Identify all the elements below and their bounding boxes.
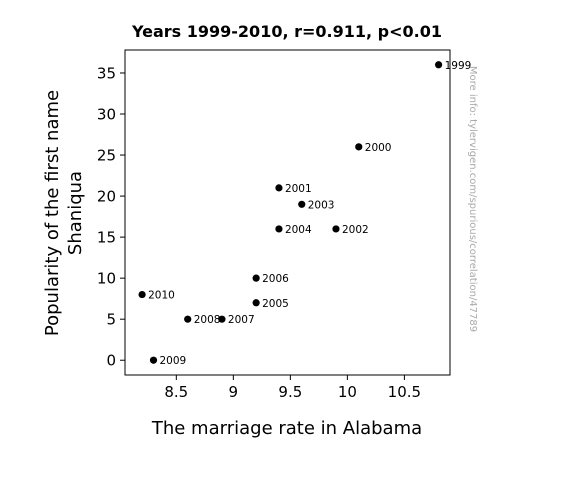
chart-title: Years 1999-2010, r=0.911, p<0.01	[131, 22, 442, 41]
data-point-label: 2006	[262, 273, 289, 285]
data-point-label: 2010	[148, 290, 175, 302]
data-point-label: 2004	[285, 224, 312, 236]
watermark-text: More info: tylervigen.com/spurious/corre…	[467, 66, 478, 332]
data-point-label: 2005	[262, 298, 289, 310]
data-point	[149, 356, 158, 364]
y-tick-label: 20	[97, 188, 116, 206]
y-axis-label-line-2: Shaniqua	[65, 171, 86, 255]
x-tick-label: 9	[229, 383, 239, 401]
y-tick-label: 30	[97, 106, 116, 124]
y-tick-label: 35	[97, 64, 116, 82]
data-point	[275, 184, 283, 192]
data-point-label: 2002	[342, 224, 369, 236]
data-point	[298, 200, 306, 208]
data-point	[434, 61, 443, 69]
x-tick-label: 8.5	[164, 383, 188, 401]
x-tick-label: 10	[338, 383, 357, 401]
x-axis-ticks: 8.5 9 9.5 10 10.5	[164, 375, 421, 401]
plot-area-frame	[124, 49, 451, 376]
data-point-label: 1999	[445, 60, 472, 72]
data-point-label: 2001	[285, 183, 312, 195]
data-point	[138, 290, 146, 299]
data-point	[275, 225, 283, 233]
x-tick-label: 9.5	[278, 383, 302, 401]
y-tick-label: 5	[106, 311, 116, 329]
y-axis-label-line-1: Popularity of the first name	[42, 90, 63, 336]
y-axis-ticks: 0 5 10 15 20 25 30 35	[97, 64, 125, 370]
y-tick-label: 0	[106, 352, 116, 370]
data-point-label: 2007	[228, 314, 255, 326]
x-axis-label: The marriage rate in Alabama	[151, 418, 422, 439]
data-point	[252, 299, 260, 307]
data-point	[355, 143, 363, 151]
data-point-label: 2003	[308, 199, 335, 211]
data-point-label: 2000	[365, 142, 392, 154]
y-tick-label: 10	[97, 270, 116, 288]
data-point	[252, 274, 260, 282]
data-point-label: 2009	[160, 355, 187, 367]
data-point	[184, 315, 192, 323]
data-point-label: 2008	[194, 314, 221, 326]
data-point	[332, 225, 340, 233]
x-tick-label: 10.5	[388, 383, 421, 401]
data-point	[218, 315, 226, 323]
data-points: 1999 2000 2001 2002 2003 2004 2005 2006 2007 2008…	[138, 60, 472, 367]
y-tick-label: 25	[97, 147, 116, 165]
y-tick-label: 15	[97, 229, 116, 247]
